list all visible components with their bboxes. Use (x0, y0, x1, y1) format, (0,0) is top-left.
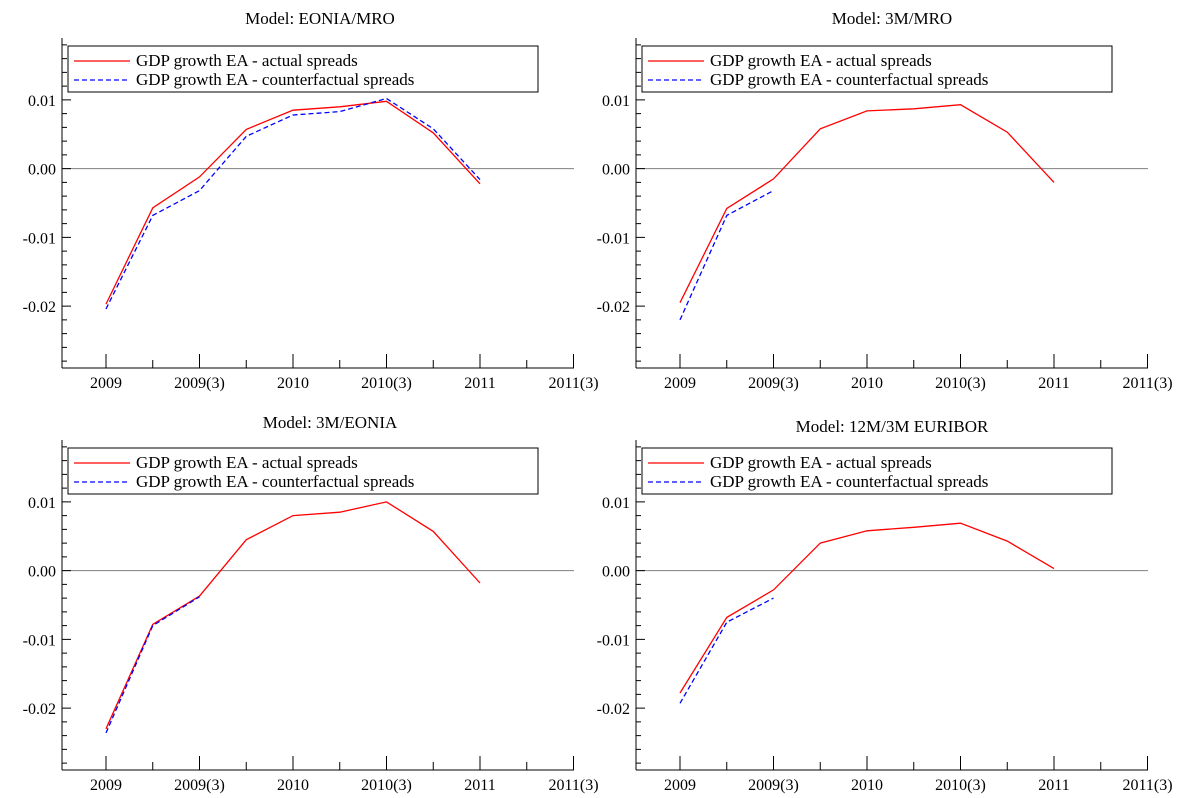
x-tick-label: 2011 (1038, 375, 1069, 392)
legend-label: GDP growth EA - counterfactual spreads (710, 70, 988, 89)
legend-label: GDP growth EA - counterfactual spreads (136, 472, 414, 491)
series-line-counterfactual (679, 597, 774, 704)
chart-title: Model: 3M/MRO (832, 9, 952, 28)
y-tick-label: 0.01 (602, 93, 630, 110)
x-tick-label: 2009(3) (174, 375, 225, 392)
chart-panel-4: Model: 12M/3M EURIBOR 0.01 0.00 -0.01 -0.02 2… (597, 417, 1173, 794)
y-tick-label: 0.01 (28, 495, 56, 512)
x-tick-label: 2011 (1038, 777, 1069, 794)
y-tick-label: -0.02 (597, 701, 630, 718)
x-tick-label: 2011 (464, 375, 495, 392)
legend (67, 45, 539, 93)
x-tick-label: 2010(3) (935, 375, 986, 392)
series-line-counterfactual (105, 97, 481, 310)
chart-title: Model: 3M/EONIA (263, 413, 398, 432)
y-tick-label: -0.02 (597, 299, 630, 316)
x-tick-label: 2009 (664, 375, 696, 392)
y-tick-label: 0.00 (28, 162, 56, 179)
y-tick-label: -0.02 (23, 299, 56, 316)
x-tick-label: 2009(3) (748, 777, 799, 794)
y-tick-label: -0.01 (23, 230, 56, 247)
x-tick-label: 2010(3) (361, 777, 412, 794)
series-line-counterfactual (105, 596, 200, 734)
series-line-actual (679, 522, 1055, 694)
x-tick-label: 2011(3) (1122, 375, 1172, 392)
legend (67, 447, 539, 495)
y-tick-label: -0.01 (23, 632, 56, 649)
y-tick-label: 0.00 (602, 564, 630, 581)
x-tick-label: 2009 (90, 375, 122, 392)
legend-label: GDP growth EA - actual spreads (710, 453, 932, 472)
legend-label: GDP growth EA - counterfactual spreads (710, 472, 988, 491)
x-tick-label: 2009 (90, 777, 122, 794)
series-line-actual (105, 100, 481, 305)
chart-panel-1: Model: EONIA/MRO 0.01 0.00 -0.01 -0.02 2009 20… (23, 9, 599, 392)
x-tick-label: 2011(3) (548, 375, 598, 392)
x-tick-label: 2010 (277, 375, 309, 392)
y-tick-label: -0.01 (597, 632, 630, 649)
chart-panel-3: Model: 3M/EONIA 0.01 0.00 -0.01 -0.02 2009 200… (23, 413, 599, 794)
x-tick-label: 2010 (851, 777, 883, 794)
series-line-counterfactual (679, 190, 774, 321)
x-tick-label: 2011(3) (548, 777, 598, 794)
x-tick-label: 2010 (277, 777, 309, 794)
x-tick-label: 2010 (851, 375, 883, 392)
y-tick-label: -0.01 (597, 230, 630, 247)
x-tick-label: 2010(3) (361, 375, 412, 392)
y-tick-label: 0.01 (28, 93, 56, 110)
chart-title: Model: EONIA/MRO (245, 9, 395, 28)
legend-label: GDP growth EA - actual spreads (136, 453, 358, 472)
x-tick-label: 2010(3) (935, 777, 986, 794)
chart-title: Model: 12M/3M EURIBOR (796, 417, 989, 436)
y-tick-label: 0.00 (28, 564, 56, 581)
y-tick-label: 0.01 (602, 495, 630, 512)
legend (641, 45, 1113, 93)
series-line-actual (105, 501, 481, 730)
chart-panel-2: Model: 3M/MRO 0.01 0.00 -0.01 -0.02 2009 2009(… (597, 9, 1173, 392)
x-tick-label: 2009 (664, 777, 696, 794)
y-tick-label: -0.02 (23, 701, 56, 718)
legend (641, 447, 1113, 495)
x-tick-label: 2011(3) (1122, 777, 1172, 794)
x-tick-label: 2009(3) (748, 375, 799, 392)
series-line-actual (679, 104, 1055, 303)
legend-label: GDP growth EA - counterfactual spreads (136, 70, 414, 89)
y-tick-label: 0.00 (602, 162, 630, 179)
legend-label: GDP growth EA - actual spreads (710, 51, 932, 70)
x-tick-label: 2009(3) (174, 777, 225, 794)
x-tick-label: 2011 (464, 777, 495, 794)
legend-label: GDP growth EA - actual spreads (136, 51, 358, 70)
